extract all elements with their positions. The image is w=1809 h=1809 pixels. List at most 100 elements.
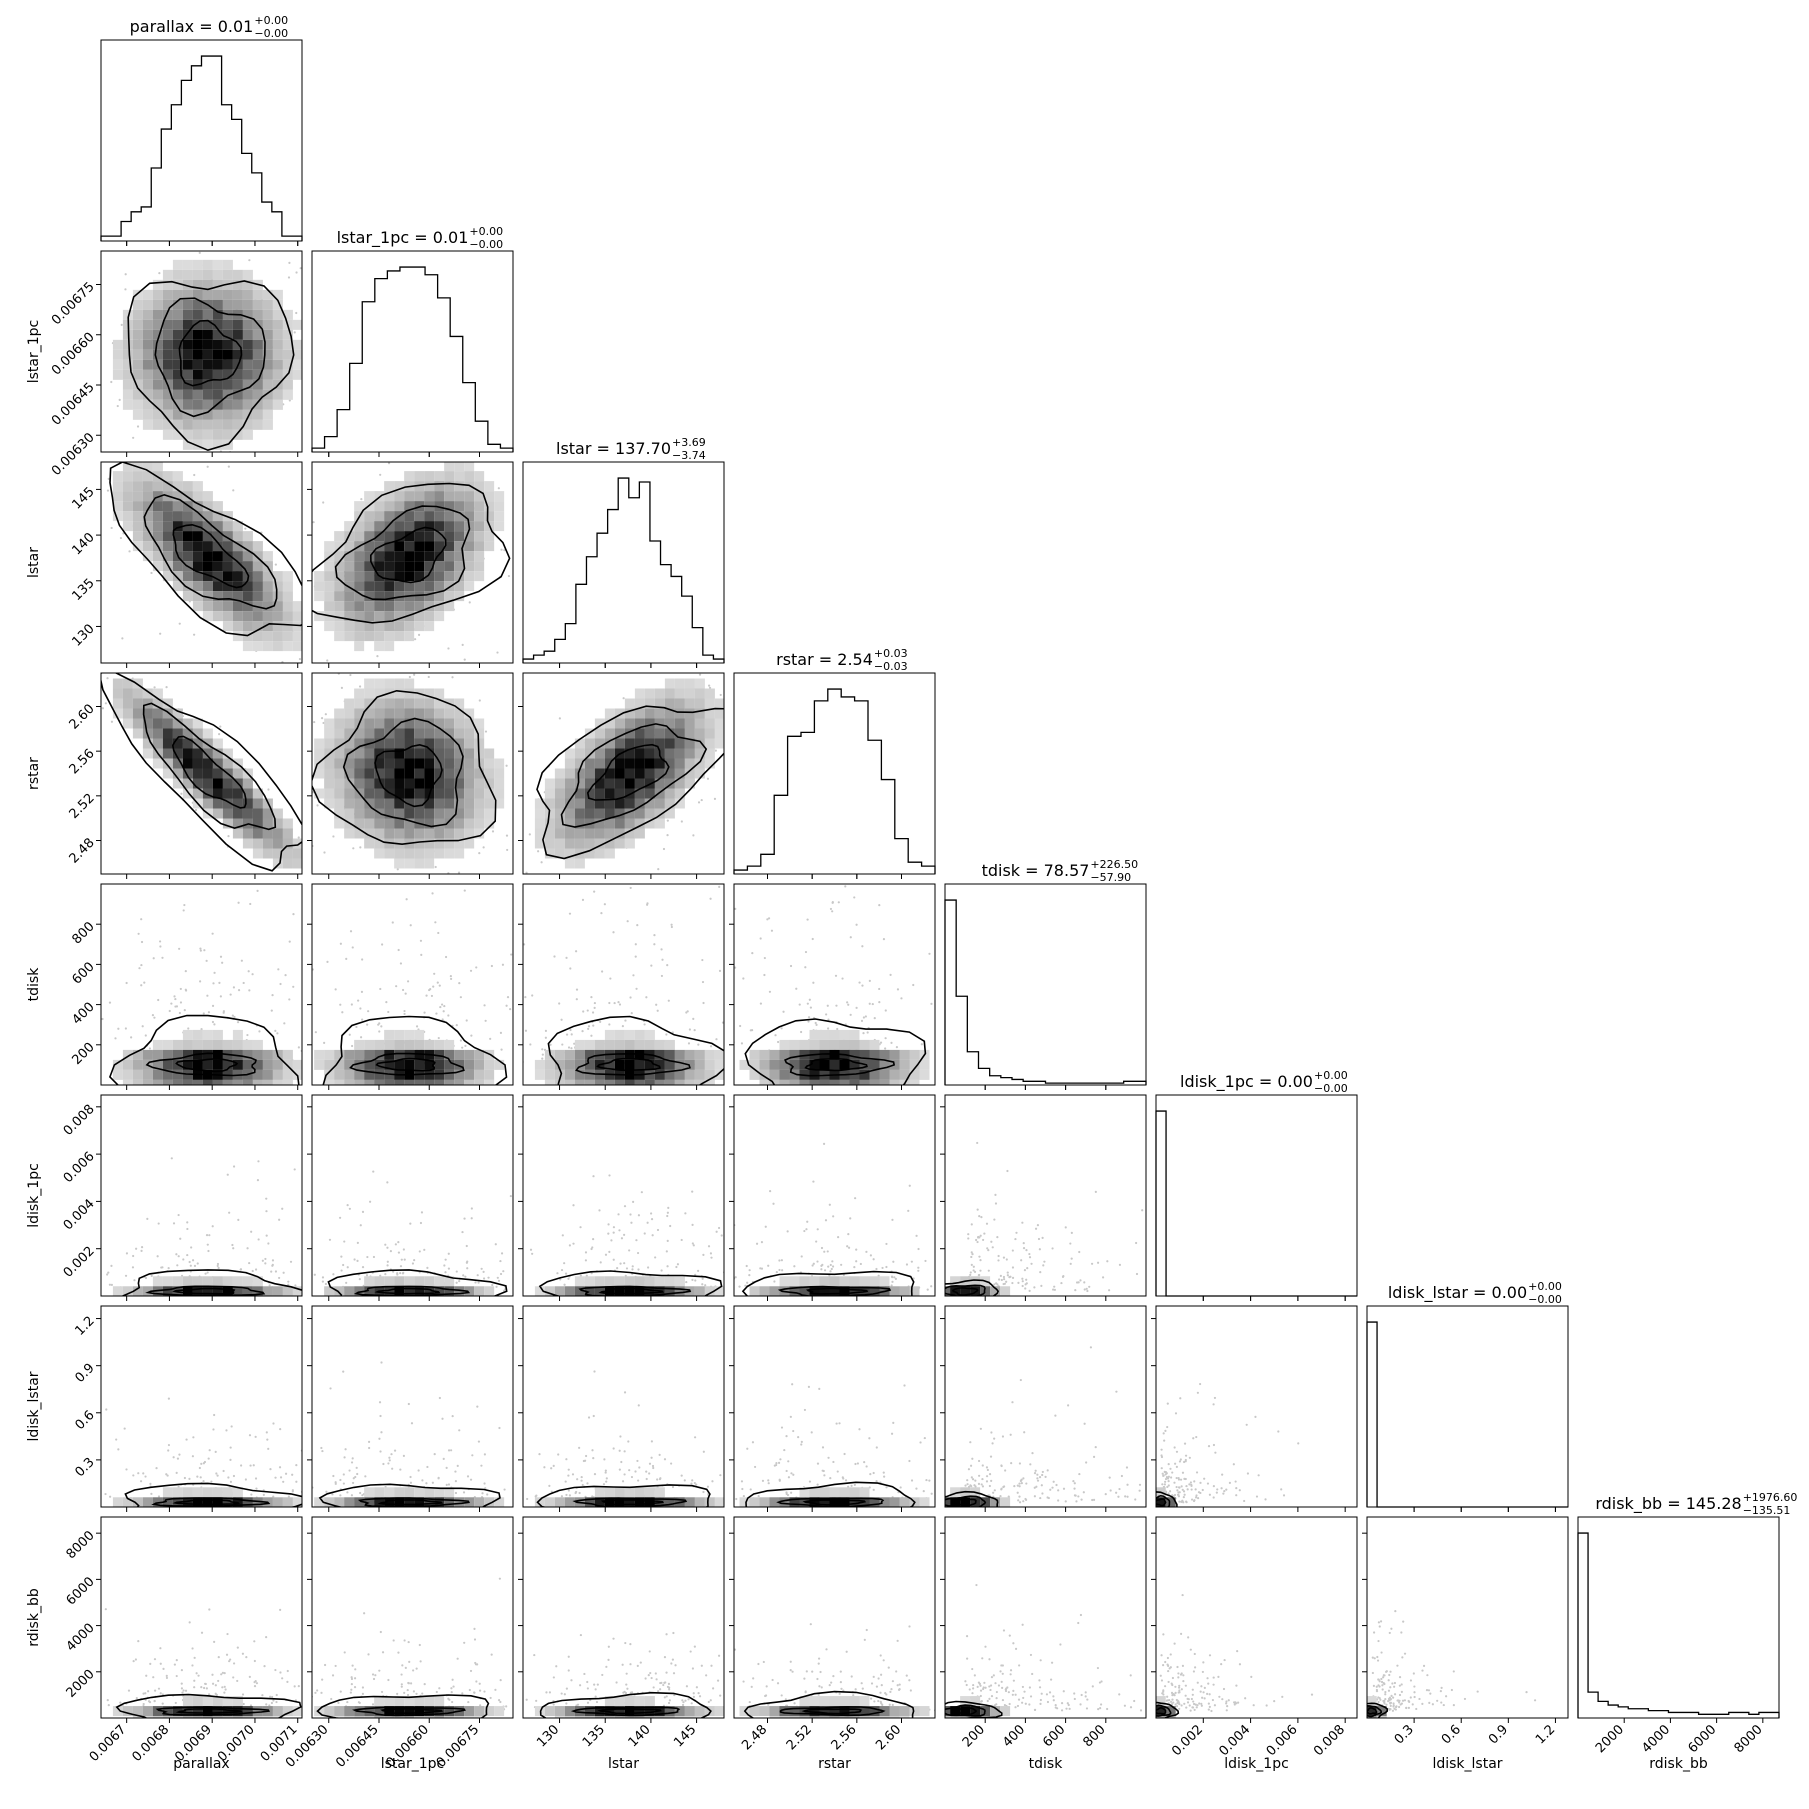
scatter-point bbox=[421, 1479, 424, 1482]
scatter-point bbox=[1096, 1261, 1100, 1264]
scatter-point bbox=[612, 1258, 615, 1261]
scatter-point bbox=[690, 1482, 693, 1485]
scatter-point bbox=[392, 665, 394, 667]
scatter-point bbox=[321, 1280, 324, 1283]
scatter-point bbox=[772, 1202, 775, 1205]
scatter-point bbox=[517, 1234, 519, 1236]
scatter-point bbox=[137, 1472, 140, 1475]
scatter-point bbox=[444, 1271, 447, 1274]
scatter-point bbox=[402, 1454, 405, 1457]
density-cell bbox=[624, 758, 635, 769]
density-cell bbox=[454, 1296, 464, 1306]
scatter-point bbox=[979, 1234, 982, 1237]
scatter-point bbox=[1017, 1281, 1020, 1285]
scatter-point bbox=[482, 1277, 486, 1280]
scatter-point bbox=[657, 868, 660, 871]
scatter-point bbox=[178, 947, 181, 950]
density-cell bbox=[162, 698, 173, 709]
scatter-point bbox=[590, 1034, 593, 1037]
density-cell bbox=[152, 389, 163, 400]
scatter-point bbox=[725, 1255, 727, 1257]
scatter-point bbox=[541, 1048, 544, 1051]
density-cell bbox=[714, 1069, 724, 1080]
scatter-point bbox=[1000, 1278, 1003, 1282]
scatter-point bbox=[763, 973, 766, 977]
density-cell bbox=[474, 541, 485, 552]
density-cell bbox=[172, 389, 183, 400]
density-cell bbox=[414, 1296, 424, 1306]
density-cell bbox=[574, 1079, 585, 1085]
scatter-point bbox=[812, 1262, 815, 1265]
density-cell bbox=[990, 1296, 1000, 1306]
scatter-point bbox=[94, 329, 96, 331]
density-cell bbox=[714, 698, 724, 709]
density-cell bbox=[434, 708, 445, 719]
scatter-point bbox=[643, 1232, 646, 1235]
density-cell bbox=[674, 698, 685, 709]
density-cell bbox=[664, 1286, 675, 1296]
scatter-point bbox=[391, 1467, 394, 1470]
density-cell bbox=[424, 808, 435, 819]
density-cell bbox=[232, 369, 243, 380]
contour-line bbox=[145, 1285, 266, 1296]
scatter-point bbox=[388, 1459, 391, 1462]
density-cell bbox=[644, 698, 655, 709]
scatter-point bbox=[150, 1274, 153, 1278]
scatter-point bbox=[115, 1438, 118, 1441]
density-cell bbox=[182, 778, 193, 789]
scatter-point bbox=[320, 1446, 323, 1450]
scatter-point bbox=[972, 1269, 975, 1272]
density-cell bbox=[404, 778, 415, 789]
density-cell bbox=[182, 1059, 193, 1070]
density-cell bbox=[162, 748, 173, 759]
scatter-point bbox=[119, 536, 123, 540]
scatter-point bbox=[349, 344, 351, 346]
scatter-point bbox=[231, 1243, 234, 1247]
scatter-point bbox=[345, 1281, 348, 1284]
scatter-point bbox=[298, 657, 302, 661]
scatter-point bbox=[206, 1243, 209, 1246]
density-cell bbox=[364, 1507, 374, 1517]
hist-title-plus-lstar_1pc: +0.00 bbox=[469, 225, 503, 238]
scatter-point bbox=[608, 1174, 611, 1177]
density-cell bbox=[454, 848, 465, 859]
density-cell bbox=[334, 1497, 345, 1507]
scatter-point bbox=[748, 1269, 751, 1272]
scatter-point bbox=[191, 1259, 195, 1262]
scatter-point bbox=[878, 904, 881, 907]
density-cell bbox=[394, 1497, 405, 1507]
scatter-point bbox=[279, 1476, 283, 1479]
density-cell bbox=[464, 541, 475, 552]
scatter-point bbox=[322, 667, 324, 669]
density-cell bbox=[242, 541, 253, 552]
scatter-point bbox=[71, 647, 73, 649]
density-cell bbox=[222, 329, 233, 340]
density-cell bbox=[122, 389, 133, 400]
density-cell bbox=[654, 718, 665, 729]
scatter-point bbox=[178, 622, 181, 625]
density-cell bbox=[252, 419, 263, 430]
scatter-point bbox=[761, 713, 763, 715]
scatter-point bbox=[740, 1042, 744, 1045]
density-cell bbox=[193, 1296, 203, 1306]
density-cell bbox=[242, 1286, 253, 1296]
scatter-point bbox=[179, 987, 182, 991]
density-cell bbox=[960, 1296, 970, 1306]
scatter-point bbox=[246, 1247, 249, 1250]
density-cell bbox=[192, 389, 203, 400]
density-cell bbox=[819, 1079, 830, 1085]
density-cell bbox=[544, 1079, 555, 1085]
scatter-point bbox=[1039, 1270, 1042, 1274]
hist-title-minus-rdisk_bb: −135.51 bbox=[1743, 1504, 1791, 1517]
density-cell bbox=[314, 591, 325, 602]
scatter-point bbox=[272, 1495, 275, 1498]
scatter-point bbox=[890, 1284, 893, 1287]
density-cell bbox=[434, 1296, 444, 1306]
density-cell bbox=[202, 259, 213, 270]
density-cell bbox=[272, 339, 283, 350]
scatter-point bbox=[684, 1212, 687, 1215]
density-cell bbox=[614, 808, 625, 819]
scatter-point bbox=[382, 1462, 385, 1466]
contour-line bbox=[172, 523, 250, 589]
density-cell bbox=[132, 299, 143, 310]
